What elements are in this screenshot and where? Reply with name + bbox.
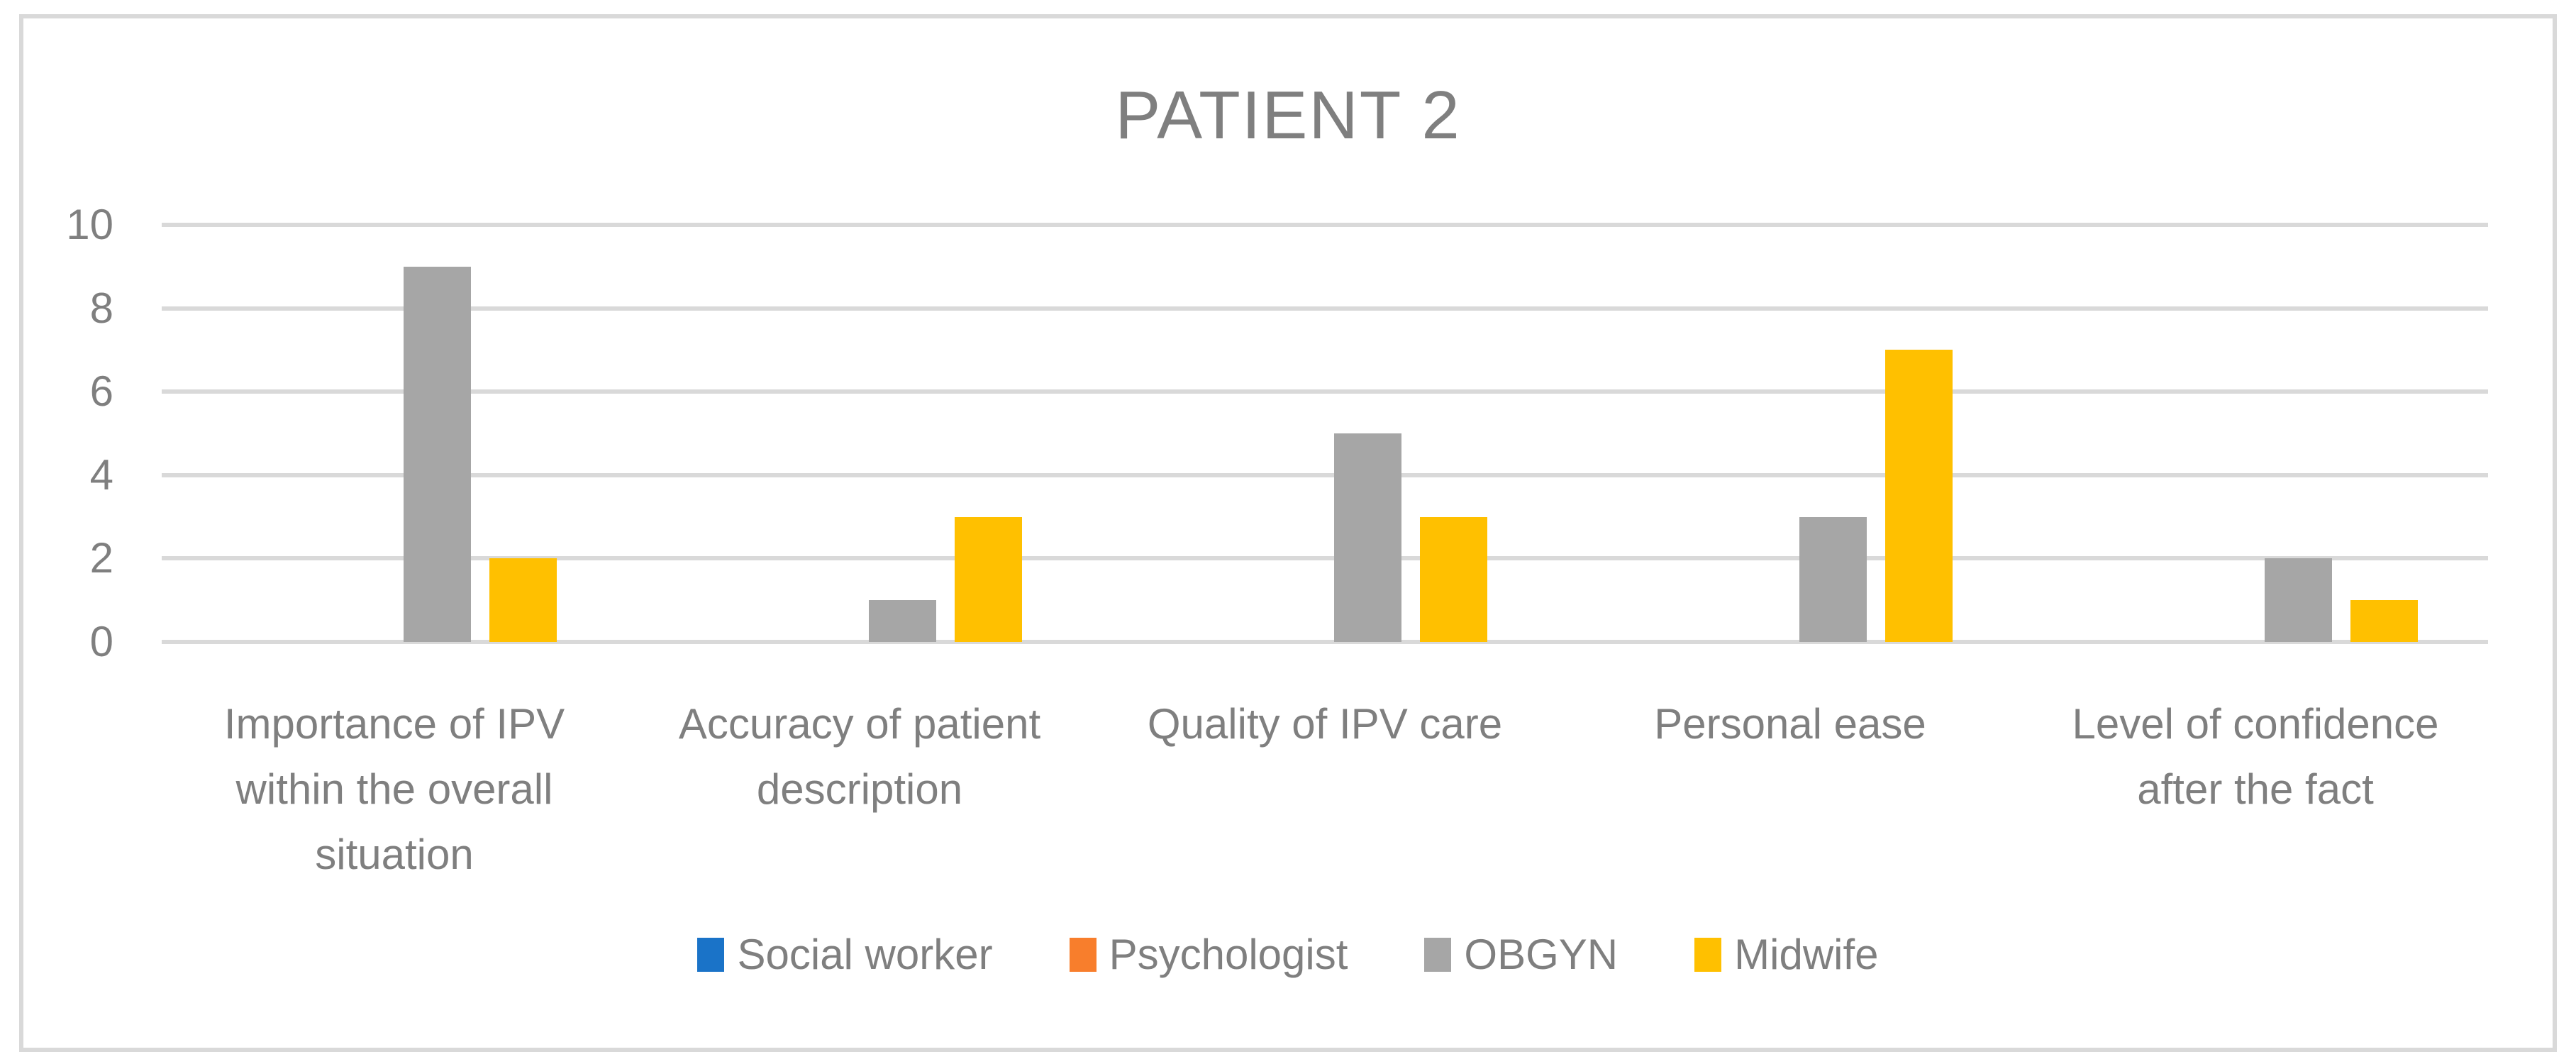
gridline-10: [162, 223, 2488, 227]
category-label: Level of confidence after the fact: [2072, 700, 2439, 813]
chart-frame: [19, 14, 2557, 1052]
legend-label: Midwife: [1734, 931, 1879, 978]
legend-item-social-worker: Social worker: [697, 931, 993, 978]
y-axis-tick-label: 0: [89, 618, 113, 665]
legend-label: Psychologist: [1109, 931, 1348, 978]
bar-midwife: [955, 516, 1022, 642]
gridline-8: [162, 306, 2488, 311]
legend: Social worker Psychologist OBGYN Midwife: [19, 933, 2557, 976]
bar-obgyn: [1334, 433, 1401, 642]
bar-obgyn: [869, 600, 936, 642]
gridline-2: [162, 556, 2488, 561]
legend-label: OBGYN: [1464, 931, 1619, 978]
y-axis-tick-label: 4: [89, 450, 113, 499]
bar-midwife: [1885, 350, 1953, 642]
legend-item-midwife: Midwife: [1694, 931, 1879, 978]
legend-item-psychologist: Psychologist: [1069, 931, 1348, 978]
category-label: Importance of IPV within the overall sit…: [223, 700, 565, 878]
bar-midwife: [489, 558, 557, 642]
gridline-6: [162, 389, 2488, 394]
y-axis-tick-label: 10: [66, 201, 113, 248]
bar-midwife: [1420, 516, 1487, 642]
bar-obgyn: [1799, 516, 1867, 642]
legend-color-swatch: [1694, 938, 1722, 972]
y-axis-tick-label: 6: [89, 367, 113, 416]
legend-item-obgyn: OBGYN: [1424, 933, 1618, 976]
gridline-4: [162, 472, 2488, 477]
legend-color-swatch: [697, 938, 725, 972]
legend-label: Social worker: [737, 931, 993, 978]
gridline-0: [162, 640, 2488, 644]
bar-midwife: [2350, 600, 2418, 642]
category-label: Quality of IPV care: [1147, 700, 1503, 748]
y-axis-tick-label: 8: [89, 284, 113, 332]
y-axis-tick-label: 2: [89, 534, 113, 582]
category-label: Personal ease: [1654, 700, 1926, 748]
legend-color-swatch: [1069, 938, 1097, 972]
category-label: Accuracy of patient description: [678, 700, 1041, 813]
bar-obgyn: [2265, 558, 2332, 642]
legend-color-swatch: [1424, 938, 1452, 972]
chart-title: PATIENT 2: [1115, 77, 1461, 153]
bar-obgyn: [404, 266, 471, 642]
